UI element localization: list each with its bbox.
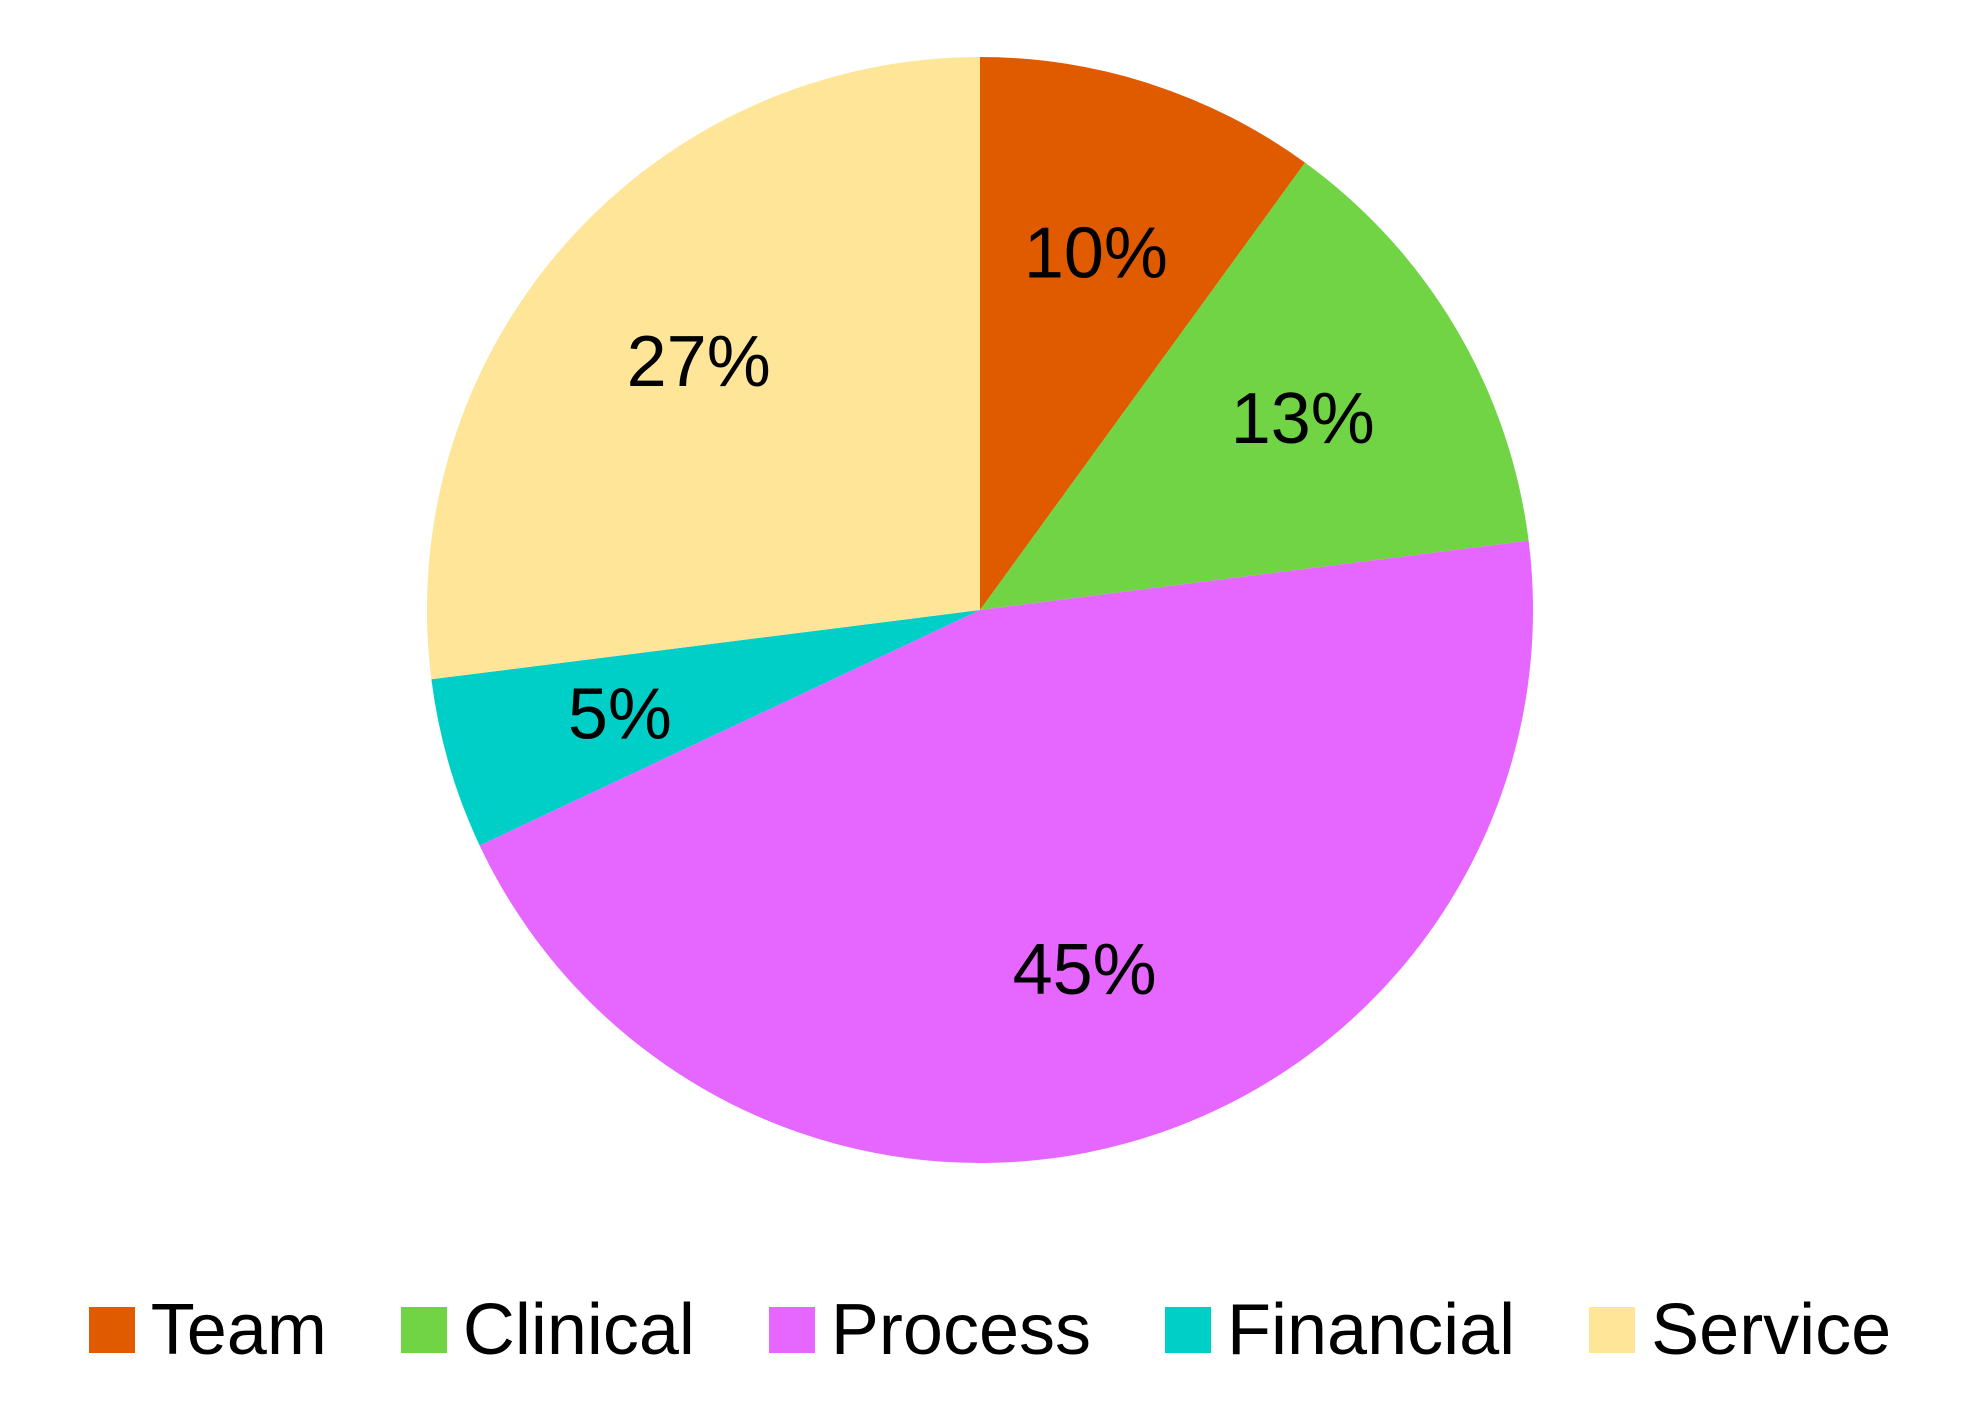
legend-label: Service xyxy=(1651,1290,1892,1370)
legend-label: Process xyxy=(830,1290,1091,1370)
legend-swatch xyxy=(1589,1307,1636,1353)
pie-slice-team xyxy=(980,57,1306,610)
legend-item-clinical: Clinical xyxy=(400,1290,695,1370)
pie-slice-financial xyxy=(431,610,980,846)
legend-swatch xyxy=(768,1307,815,1353)
legend-item-financial: Financial xyxy=(1165,1294,1515,1366)
legend-item-process: Process xyxy=(768,1290,1091,1370)
legend-swatch xyxy=(88,1307,135,1353)
pie-slice-process xyxy=(479,540,1534,1164)
pie-slice-service xyxy=(427,57,980,680)
data-label-service: 27% xyxy=(627,322,771,402)
legend-label: Team xyxy=(150,1290,327,1370)
data-label-process: 45% xyxy=(1013,930,1157,1010)
legend-item-service: Service xyxy=(1589,1294,1891,1366)
pie-slice-clinical xyxy=(980,162,1529,611)
data-label-team: 10% xyxy=(1024,213,1168,293)
legend: Team Clinical Process Financial Service xyxy=(0,1290,1980,1370)
legend-swatch xyxy=(400,1307,447,1353)
data-label-financial: 5% xyxy=(568,675,672,755)
data-label-clinical: 13% xyxy=(1231,379,1375,459)
slice-labels: 10% 13% 45% 5% 27% xyxy=(568,213,1375,1010)
pie-slices xyxy=(427,57,1534,1164)
legend-swatch xyxy=(1165,1307,1211,1353)
legend-label: Clinical xyxy=(462,1290,695,1370)
legend-item-team: Team xyxy=(88,1290,327,1370)
legend-label: Financial xyxy=(1227,1290,1516,1370)
